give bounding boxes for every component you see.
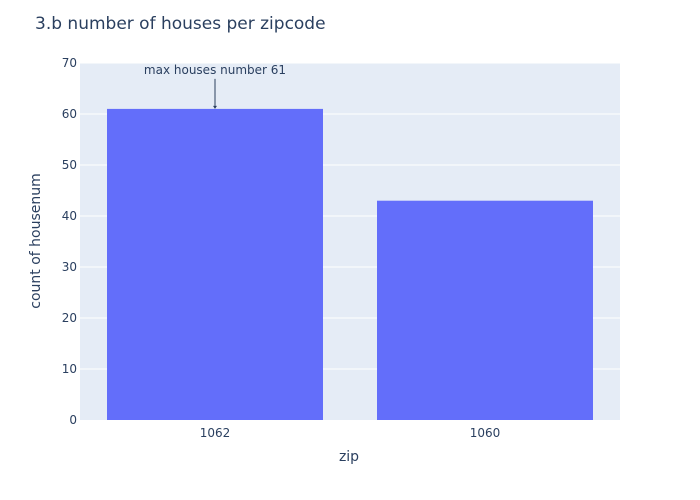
y-tick-label: 70 <box>62 56 77 70</box>
annotation: max houses number 61 <box>144 63 286 109</box>
y-tick-label: 50 <box>62 158 77 172</box>
y-tick-label: 20 <box>62 311 77 325</box>
y-tick-label: 30 <box>62 260 77 274</box>
bars <box>107 108 593 421</box>
bar-1062 <box>107 108 323 421</box>
annotation-arrowhead <box>213 105 217 109</box>
y-axis-label: count of housenum <box>28 173 44 309</box>
y-tick-label: 10 <box>62 362 77 376</box>
bar-1060 <box>377 200 593 420</box>
x-axis-label: zip <box>339 449 359 465</box>
x-tick-label: 1060 <box>470 426 501 440</box>
y-axis-ticks: 0 10 20 30 40 50 60 70 <box>62 56 77 427</box>
x-axis-ticks: 1062 1060 <box>200 426 501 440</box>
x-tick-label: 1062 <box>200 426 231 440</box>
annotation-label: max houses number 61 <box>144 63 286 77</box>
chart-title: 3.b number of houses per zipcode <box>35 14 326 34</box>
y-tick-label: 40 <box>62 209 77 223</box>
y-tick-label: 0 <box>69 413 77 427</box>
y-tick-label: 60 <box>62 107 77 121</box>
